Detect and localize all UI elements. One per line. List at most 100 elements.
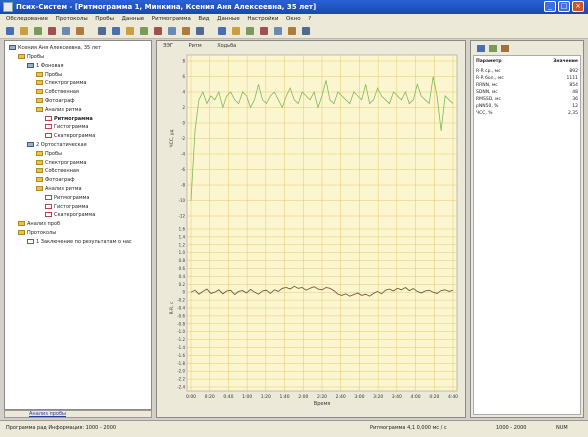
cut-icon[interactable]: [62, 27, 70, 35]
param-name: R-R бол., мс: [476, 76, 504, 81]
tree-item[interactable]: Скатерограмма: [45, 211, 95, 219]
play-icon[interactable]: [196, 27, 204, 35]
record-icon[interactable]: [232, 27, 240, 35]
tree-item-label: Фотоаграф: [45, 177, 75, 184]
y-tick-label: -1.6: [177, 353, 185, 358]
tree-item[interactable]: Пробы: [36, 71, 62, 79]
tree-item[interactable]: Гистограмма: [45, 123, 89, 131]
computer-icon: [27, 142, 34, 147]
tree-item[interactable]: Пробы: [36, 150, 62, 158]
cursor-icon[interactable]: [182, 27, 190, 35]
tree-item[interactable]: Спектрограмма: [36, 159, 86, 167]
tree-item[interactable]: Анализ проб: [18, 220, 60, 228]
rhythmogram-chart[interactable]: 0:00 0:20 0:40 1:00 1:20 1:40 2:00 2:20 2:40 3:00…: [165, 51, 461, 411]
menu-item[interactable]: Данные: [217, 16, 240, 22]
folder-icon: [36, 150, 43, 156]
chart-tab[interactable]: Ритм: [188, 43, 202, 49]
table-view-icon[interactable]: [477, 45, 485, 52]
zoom-in-icon[interactable]: [140, 27, 148, 35]
tree-item[interactable]: Пробы: [18, 53, 44, 61]
undo-icon[interactable]: [112, 27, 120, 35]
tree-view: Ксения Аня Алексеевна, 35 лет Пробы 1 Фоно…: [4, 40, 152, 410]
tree-item[interactable]: Скатерограмма: [45, 132, 95, 140]
tree-item-label: Ритмограмма: [54, 194, 90, 201]
tree-item[interactable]: 1 Фоновая: [27, 62, 63, 70]
chart-view-icon[interactable]: [489, 45, 497, 52]
zoom-out-icon[interactable]: [154, 27, 162, 35]
tree-item[interactable]: 2 Ортостатическая: [27, 141, 87, 149]
tree-item-label: Анализ проб: [27, 221, 61, 228]
y-tick-label: -1.0: [177, 329, 185, 334]
y-tick-label: -0.4: [177, 306, 185, 311]
folder-icon: [36, 159, 43, 165]
tree-item-label: Фотоаграф: [45, 98, 75, 104]
tree-item-label: 1 Фоновая: [36, 62, 64, 69]
menu-item[interactable]: Обследование: [6, 16, 48, 22]
export-icon[interactable]: [260, 27, 268, 35]
table-row: ЧСС, % 2,35: [476, 110, 578, 117]
stop-icon[interactable]: [218, 27, 226, 35]
tree-item[interactable]: Протоколы: [18, 229, 56, 237]
tree-item[interactable]: Спектрограмма: [36, 79, 86, 87]
tree-item[interactable]: Собственная: [36, 167, 79, 175]
tree-item[interactable]: Фотоаграф: [36, 176, 75, 184]
chart-tab[interactable]: Ходьба: [217, 43, 237, 49]
menu-item[interactable]: Пробы: [95, 16, 115, 22]
menu-item[interactable]: Настройки: [247, 16, 279, 22]
x-tick-label: 0:00: [186, 394, 196, 400]
menu-item[interactable]: Данные: [121, 16, 145, 22]
x-tick-label: 4:00: [411, 394, 421, 400]
lower-axis-label: R-R, с: [169, 301, 175, 315]
status-bar: Программа рад Информация: 1000 - 2000 Ри…: [0, 420, 588, 437]
export-icon[interactable]: [501, 45, 509, 52]
print-icon[interactable]: [48, 27, 56, 35]
tree-item[interactable]: Ритмограмма: [45, 115, 93, 123]
chart-tab[interactable]: ЭЭГ: [163, 43, 174, 49]
copy-icon[interactable]: [76, 27, 84, 35]
tree-item[interactable]: Фотоаграф: [36, 97, 75, 105]
y-tick-label: 2: [182, 105, 185, 110]
open-icon[interactable]: [20, 27, 28, 35]
x-tick-label: 2:20: [317, 394, 327, 400]
status-middle: Ритмограмма 4,1 0,000 мс / с: [370, 425, 447, 431]
tree-item[interactable]: Ритмограмма: [45, 194, 89, 202]
folder-icon: [36, 186, 43, 191]
new-icon[interactable]: [6, 27, 14, 35]
y-tick-label: -1.8: [177, 361, 185, 366]
param-name: R-R ср., мс: [476, 69, 501, 74]
table-row: RRNN, мс 854: [476, 82, 578, 89]
help-icon[interactable]: [302, 27, 310, 35]
param-name: RMSSD, мс: [476, 97, 501, 102]
paste-icon[interactable]: [98, 27, 106, 35]
tree-footer-tab[interactable]: Анализ пробы: [29, 411, 66, 417]
minimize-button[interactable]: _: [544, 1, 556, 12]
tree-item[interactable]: Анализ ритма: [36, 106, 82, 114]
tree-item-label: Ритмограмма: [54, 115, 93, 122]
tree-root[interactable]: Ксения Аня Алексеевна, 35 лет: [9, 44, 101, 52]
redo-icon[interactable]: [126, 27, 134, 35]
lower-series-line: [190, 285, 454, 297]
toolbar: [0, 24, 588, 39]
marker-icon[interactable]: [168, 27, 176, 35]
close-button[interactable]: ×: [572, 1, 584, 12]
menu-item[interactable]: Протоколы: [55, 16, 88, 22]
window-icon[interactable]: [288, 27, 296, 35]
grid-icon[interactable]: [274, 27, 282, 35]
tree-item[interactable]: 1 Заключение по результатам о нас: [27, 238, 132, 246]
filter-icon[interactable]: [246, 27, 254, 35]
x-tick-label: 4:20: [429, 394, 439, 400]
tree-item[interactable]: Собственная: [36, 88, 79, 96]
maximize-button[interactable]: □: [558, 1, 570, 12]
status-left: Программа рад Информация: 1000 - 2000: [6, 425, 117, 431]
tree-item[interactable]: Гистограмма: [45, 203, 89, 211]
document-icon: [45, 115, 52, 121]
menu-item[interactable]: Вид: [198, 16, 210, 22]
menu-item[interactable]: Ритмограмма: [151, 16, 191, 22]
tree-item-label: Анализ ритма: [45, 106, 82, 113]
tree-item[interactable]: Анализ ритма: [36, 185, 82, 193]
save-icon[interactable]: [34, 27, 42, 35]
upper-axis-label: ЧСС, уд: [169, 129, 175, 147]
menu-item[interactable]: Окно: [286, 16, 301, 22]
menu-item[interactable]: ?: [308, 16, 312, 22]
computer-icon: [27, 62, 34, 68]
